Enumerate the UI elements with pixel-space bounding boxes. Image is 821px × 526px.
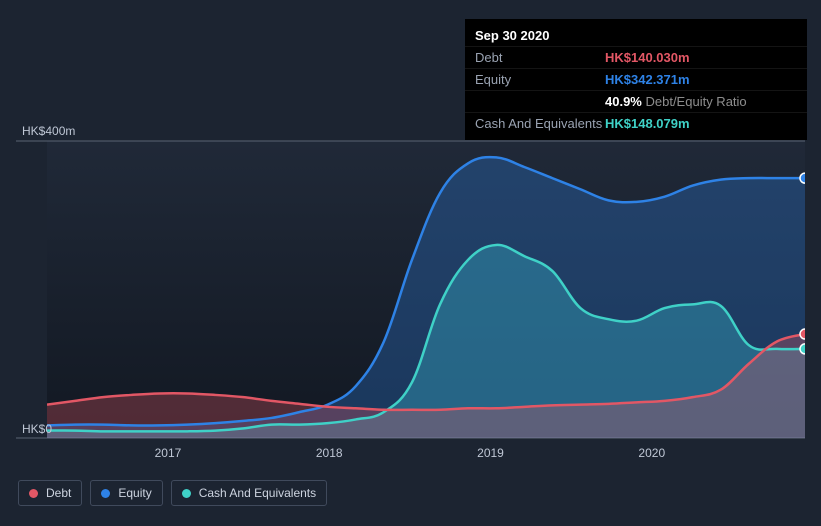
legend-item-label: Cash And Equivalents <box>199 486 316 500</box>
x-axis-label: 2019 <box>477 446 504 460</box>
y-axis-label-max: HK$400m <box>22 124 75 138</box>
x-axis-label: 2018 <box>316 446 343 460</box>
legend-item-equity[interactable]: Equity <box>90 480 162 506</box>
legend-swatch-icon <box>29 489 38 498</box>
tooltip-row: 40.9% Debt/Equity Ratio <box>465 90 807 112</box>
legend-swatch-icon <box>182 489 191 498</box>
chart-tooltip: Sep 30 2020 DebtHK$140.030mEquityHK$342.… <box>465 19 807 140</box>
legend-item-label: Equity <box>118 486 151 500</box>
tooltip-row: DebtHK$140.030m <box>465 46 807 68</box>
tooltip-row-label: Debt <box>475 50 605 65</box>
tooltip-ratio-value: 40.9% <box>605 94 642 109</box>
tooltip-row-label <box>475 94 605 109</box>
tooltip-row-value: HK$140.030m <box>605 50 690 65</box>
x-axis-label: 2017 <box>155 446 182 460</box>
tooltip-row: EquityHK$342.371m <box>465 68 807 90</box>
endpoint-marker-debt <box>800 329 805 339</box>
tooltip-row-value: HK$148.079m <box>605 116 690 131</box>
chart-plot-area[interactable] <box>47 141 805 438</box>
tooltip-row-label: Cash And Equivalents <box>475 116 605 131</box>
tooltip-date: Sep 30 2020 <box>465 25 807 46</box>
legend-item-label: Debt <box>46 486 71 500</box>
endpoint-marker-equity <box>800 173 805 183</box>
tooltip-row-value: 40.9% Debt/Equity Ratio <box>605 94 747 109</box>
tooltip-ratio-label: Debt/Equity Ratio <box>642 94 747 109</box>
financial-chart: HK$400m HK$0 2017 2018 2019 2020 Sep 30 202… <box>0 0 821 526</box>
legend-item-cash[interactable]: Cash And Equivalents <box>171 480 327 506</box>
tooltip-row-value: HK$342.371m <box>605 72 690 87</box>
legend-item-debt[interactable]: Debt <box>18 480 82 506</box>
legend-swatch-icon <box>101 489 110 498</box>
tooltip-row: Cash And EquivalentsHK$148.079m <box>465 112 807 134</box>
x-axis-label: 2020 <box>638 446 665 460</box>
chart-legend: Debt Equity Cash And Equivalents <box>18 480 327 506</box>
y-axis-label-min: HK$0 <box>22 422 52 436</box>
endpoint-marker-cash <box>800 344 805 354</box>
tooltip-row-label: Equity <box>475 72 605 87</box>
